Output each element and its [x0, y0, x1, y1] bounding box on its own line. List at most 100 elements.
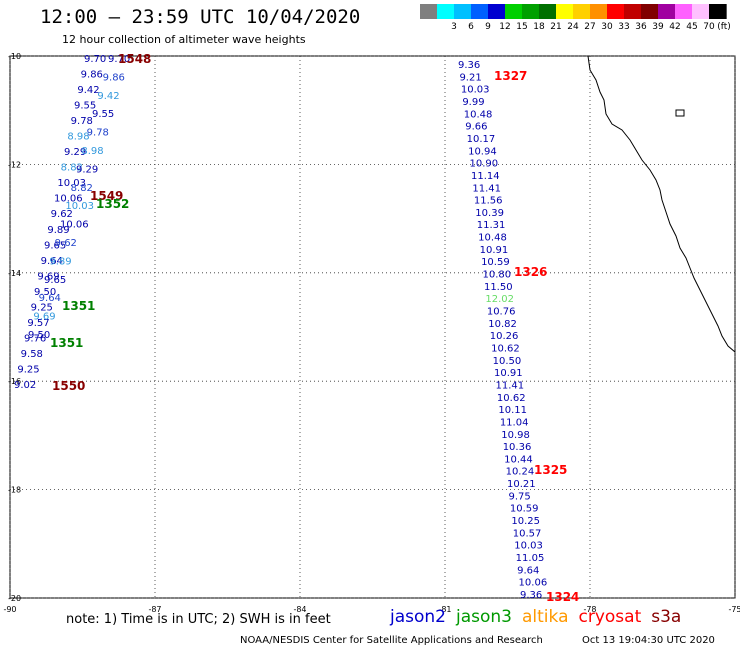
colorbar-label: 15 — [516, 22, 528, 32]
page-subtitle: 12 hour collection of altimeter wave hei… — [62, 33, 306, 46]
pass-time-label: 1550 — [52, 379, 85, 393]
swh-value: 9.55 — [74, 101, 96, 112]
colorbar-label: 27 — [584, 22, 596, 32]
lat-tick-label: -10 — [8, 52, 21, 61]
pass-time-label: 1325 — [534, 463, 567, 477]
swh-value: 10.03 — [57, 178, 86, 189]
swh-value: 10.59 — [481, 257, 510, 268]
swh-value-overlap: 9.42 — [97, 91, 119, 102]
swh-value-overlap: 9.62 — [55, 238, 77, 249]
pass-time-label: 1548 — [118, 52, 151, 66]
map-frame — [9, 55, 736, 599]
swh-value-overlap: 10.06 — [60, 220, 89, 231]
swh-value: 9.02 — [14, 380, 36, 391]
swh-value: 10.36 — [503, 442, 532, 453]
colorbar-label: 36 — [635, 22, 647, 32]
swh-value-overlap: 9.86 — [103, 72, 125, 83]
colorbar-label: 42 — [669, 22, 681, 32]
swh-value-overlap: 8.82 — [71, 183, 93, 194]
colorbar-label: 21 — [550, 22, 562, 32]
lat-tick-label: -18 — [8, 486, 21, 495]
colorbar-swatch — [709, 4, 727, 19]
swh-value: 10.48 — [464, 109, 493, 120]
lon-tick-label: -75 — [728, 605, 740, 614]
lat-tick-label: -14 — [8, 269, 21, 278]
pass-time-label: 1351 — [62, 299, 95, 313]
pass-time-label: 1324 — [546, 590, 579, 604]
pass-time-label: 1352 — [96, 197, 129, 211]
swh-value-overlap: 9.65 — [44, 275, 66, 286]
colorbar-unit: (ft) — [717, 22, 731, 32]
left-satellite-track: 9.709.869.429.559.788.989.298.8210.0310.… — [14, 54, 130, 391]
island-outline — [675, 109, 685, 117]
axis-tick-labels: -90 -87 -84 -81 -78 -75 -10 -12 -14 -16 -18 -20 — [3, 52, 740, 614]
colorbar-label: 39 — [652, 22, 664, 32]
swh-value-overlap: 9.70 — [108, 54, 130, 65]
swh-value: 11.31 — [477, 220, 506, 231]
right-satellite-track: 9.369.2110.039.9910.489.6610.1710.9410.9… — [458, 60, 547, 601]
colorbar-label: 12 — [499, 22, 511, 32]
swh-value: 9.21 — [459, 72, 481, 83]
lat-tick-label: -20 — [8, 594, 21, 603]
colorbar-label: 24 — [567, 22, 579, 32]
lat-tick-label: -16 — [8, 377, 21, 386]
swh-value: 10.57 — [513, 528, 542, 539]
credit-line: NOAA/NESDIS Center for Satellite Applica… — [240, 635, 543, 646]
swh-value: 10.90 — [470, 159, 499, 170]
swh-value: 10.82 — [488, 319, 517, 330]
map-grid — [9, 55, 736, 599]
swh-value: 9.70 — [84, 54, 106, 65]
swh-value: 9.66 — [465, 122, 487, 133]
swh-value: 10.25 — [511, 516, 540, 527]
lat-tick-label: -12 — [8, 160, 21, 169]
swh-value: 10.03 — [514, 541, 543, 552]
footer-note: note: 1) Time is in UTC; 2) SWH is in fe… — [66, 612, 331, 627]
swh-value: 9.36 — [520, 590, 542, 601]
swh-value: 9.69 — [37, 271, 59, 282]
legend-s3a: s3a — [651, 607, 682, 627]
coastline — [587, 55, 736, 353]
swh-value: 9.64 — [41, 256, 63, 267]
swh-value-overlap: 9.29 — [76, 164, 98, 175]
swh-value-overlap: 9.89 — [49, 256, 71, 267]
swh-value: 10.91 — [480, 245, 509, 256]
swh-value: 10.21 — [507, 479, 536, 490]
swh-value: 9.76 — [24, 333, 46, 344]
swh-value: 10.39 — [475, 208, 504, 219]
swh-value: 9.86 — [81, 70, 103, 81]
swh-value: 9.36 — [458, 60, 480, 71]
swh-value: 11.41 — [472, 183, 501, 194]
swh-value: 10.94 — [468, 146, 497, 157]
pass-time-label: 1327 — [494, 69, 527, 83]
colorbar-label: 33 — [618, 22, 630, 32]
lon-tick-label: -84 — [293, 605, 306, 614]
swh-value: 9.42 — [77, 85, 99, 96]
swh-value: 11.04 — [500, 417, 529, 428]
swh-value: 9.25 — [31, 302, 53, 313]
swh-value: 8.82 — [61, 163, 83, 174]
swh-value: 10.24 — [506, 467, 535, 478]
legend-cryosat: cryosat — [578, 607, 642, 627]
swh-value: 9.78 — [71, 116, 93, 127]
colorbar-label: 9 — [485, 22, 491, 32]
page-title: 12:00 – 23:59 UTC 10/04/2020 — [40, 6, 361, 28]
colorbar-label: 3 — [451, 22, 457, 32]
legend-jason3: jason3 — [456, 607, 512, 627]
swh-value-overlap: 9.50 — [28, 330, 50, 341]
swh-value: 10.03 — [461, 85, 490, 96]
swh-value: 10.62 — [491, 343, 520, 354]
swh-value-overlap: 9.55 — [92, 109, 114, 120]
pass-time-label: 1549 — [90, 189, 123, 203]
swh-value: 10.98 — [501, 430, 530, 441]
swh-value: 9.29 — [64, 147, 86, 158]
swh-value: 10.06 — [519, 578, 548, 589]
lon-tick-label: -78 — [583, 605, 596, 614]
swh-value: 11.56 — [474, 196, 503, 207]
swh-value: 11.05 — [516, 553, 545, 564]
generated-timestamp: Oct 13 19:04:30 UTC 2020 — [582, 635, 715, 646]
swh-value: 9.58 — [21, 349, 43, 360]
swh-value: 10.50 — [493, 356, 522, 367]
colorbar-label: 6 — [468, 22, 474, 32]
